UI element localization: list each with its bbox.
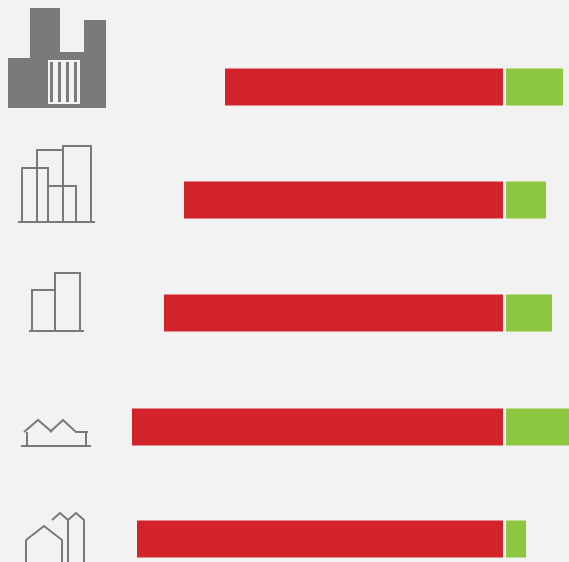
bar-right [506, 520, 526, 558]
bar-right [506, 181, 546, 219]
icon-city [18, 145, 95, 223]
bar-left [184, 181, 503, 219]
bar-right [506, 68, 563, 106]
bar-left [132, 408, 503, 446]
bar-left [164, 294, 503, 332]
bar-right [506, 408, 569, 446]
bar-left [225, 68, 503, 106]
icon-town [29, 272, 84, 332]
icon-rural [25, 511, 85, 562]
bar-right [506, 294, 552, 332]
bar-left [137, 520, 503, 558]
icon-large-city [8, 8, 106, 108]
icon-suburb [21, 418, 91, 447]
